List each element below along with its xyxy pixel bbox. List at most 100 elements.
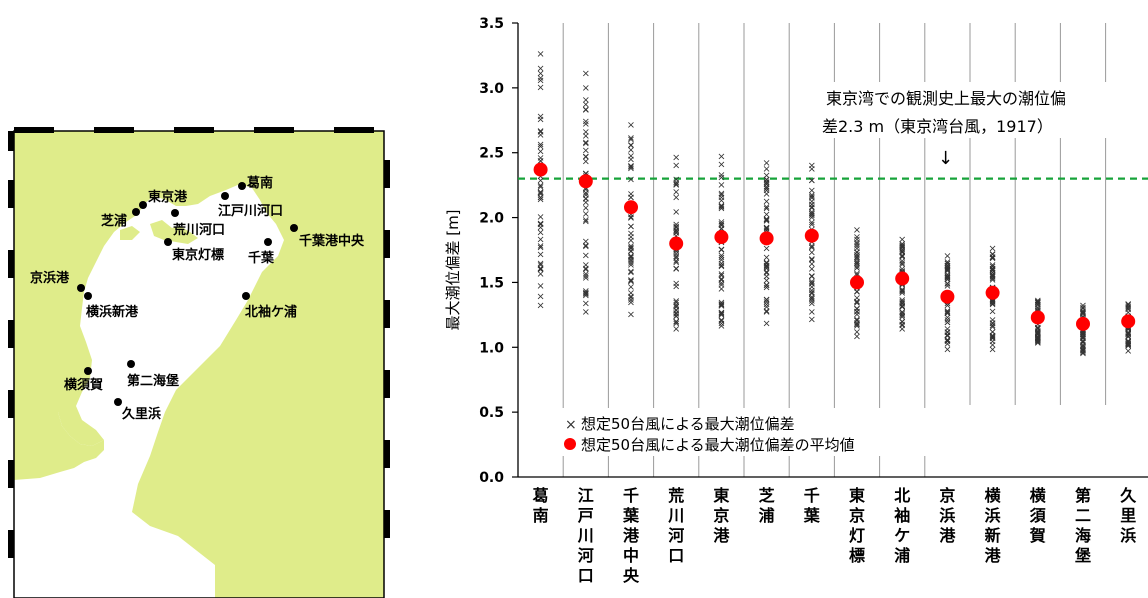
scatter-x-marker: ×: [536, 115, 544, 126]
scatter-x-marker: ×: [1079, 326, 1087, 337]
scatter-x-marker: ×: [762, 182, 770, 193]
scatter-x-marker: ×: [762, 262, 770, 273]
x-tick-label: 横須賀: [1029, 486, 1047, 545]
scatter-x-marker: ×: [762, 183, 770, 194]
scatter-x-marker: ×: [898, 256, 906, 267]
scatter-x-marker: ×: [898, 320, 906, 331]
scatter-x-marker: ×: [1124, 304, 1132, 315]
scatter-x-marker: ×: [1079, 345, 1087, 356]
scatter-x-marker: ×: [627, 145, 635, 156]
scatter-x-marker: ×: [898, 298, 906, 309]
scatter-x-marker: ×: [536, 139, 544, 150]
scatter-x-marker: ×: [1034, 320, 1042, 331]
scatter-x-marker: ×: [627, 295, 635, 306]
scatter-x-marker: ×: [853, 287, 861, 298]
scatter-x-marker: ×: [627, 151, 635, 162]
y-tick-label: 2.0: [479, 211, 504, 227]
scatter-x-marker: ×: [853, 307, 861, 318]
scatter-x-marker: ×: [762, 175, 770, 186]
scatter-x-marker: ×: [536, 126, 544, 137]
scatter-x-marker: ×: [808, 160, 816, 171]
scatter-x-marker: ×: [898, 311, 906, 322]
scatter-x-marker: ×: [762, 295, 770, 306]
scatter-x-marker: ×: [988, 273, 996, 284]
scatter-x-marker: ×: [536, 75, 544, 86]
scatter-x-marker: ×: [672, 278, 680, 289]
scatter-x-marker: ×: [988, 320, 996, 331]
scatter-x-marker: ×: [808, 191, 816, 202]
scatter-x-marker: ×: [717, 245, 725, 256]
map-land-miura: [14, 412, 104, 480]
scatter-x-marker: ×: [627, 282, 635, 293]
scatter-x-marker: ×: [853, 315, 861, 326]
scatter-x-marker: ×: [1034, 323, 1042, 334]
scatter-x-marker: ×: [943, 259, 951, 270]
scatter-x-marker: ×: [898, 301, 906, 312]
scatter-x-marker: ×: [672, 222, 680, 233]
scatter-x-marker: ×: [1034, 295, 1042, 306]
y-axis-title: 最大潮位偏差 [m]: [444, 209, 462, 330]
scatter-x-marker: ×: [988, 330, 996, 341]
scatter-x-marker: ×: [627, 236, 635, 247]
scatter-x-marker: ×: [627, 192, 635, 203]
scatter-x-marker: ×: [717, 310, 725, 321]
scatter-x-marker: ×: [717, 300, 725, 311]
y-axis: 0.0 0.5 1.0 1.5 2.0 2.5 3.0 3.5: [479, 16, 1148, 486]
scatter-x-marker: ×: [898, 251, 906, 262]
x-tick-label: 北袖ケ浦: [894, 486, 910, 565]
scatter-x-marker: ×: [1079, 342, 1087, 353]
scatter-x-marker: ×: [536, 127, 544, 138]
scatter-x-marker: ×: [536, 260, 544, 271]
scatter-x-marker: ×: [762, 261, 770, 272]
mean-marker: [533, 162, 548, 177]
scatter-x-marker: ×: [1124, 324, 1132, 335]
scatter-x-marker: ×: [627, 258, 635, 269]
legend-circle-marker: [564, 438, 576, 450]
scatter-x-marker: ×: [1034, 334, 1042, 345]
scatter-x-marker: ×: [672, 308, 680, 319]
scatter-x-marker: ×: [582, 194, 590, 205]
scatter-x-marker: ×: [582, 307, 590, 318]
scatter-x-marker: ×: [717, 245, 725, 256]
scatter-x-marker: ×: [762, 225, 770, 236]
mean-marker: [1121, 314, 1136, 329]
scatter-x-marker: ×: [1124, 327, 1132, 338]
scatter-x-marker: ×: [898, 284, 906, 295]
scatter-x-marker: ×: [943, 274, 951, 285]
scatter-x-marker: ×: [717, 275, 725, 286]
scatter-x-marker: ×: [1079, 342, 1087, 353]
scatter-x-marker: ×: [808, 264, 816, 275]
scatter-x-marker: ×: [582, 216, 590, 227]
scatter-x-marker: ×: [582, 241, 590, 252]
scatter-x-marker: ×: [808, 279, 816, 290]
scatter-x-marker: ×: [853, 269, 861, 280]
scatter-x-marker: ×: [672, 264, 680, 275]
scatter-x-marker: ×: [898, 301, 906, 312]
scatter-x-marker: ×: [1079, 306, 1087, 317]
scatter-x-marker: ×: [1079, 307, 1087, 318]
scatter-x-marker: ×: [672, 153, 680, 164]
scatter-x-marker: ×: [762, 261, 770, 272]
scatter-x-marker: ×: [627, 212, 635, 223]
scatter-x-marker: ×: [1034, 326, 1042, 337]
scatter-x-marker: ×: [1124, 332, 1132, 343]
scatter-x-marker: ×: [672, 187, 680, 198]
scatter-x-marker: ×: [582, 299, 590, 310]
scatter-x-marker: ×: [627, 276, 635, 287]
scatter-x-marker: ×: [943, 257, 951, 268]
scatter-x-marker: ×: [627, 232, 635, 243]
scatter-x-marker: ×: [582, 83, 590, 94]
mean-marker: [850, 275, 864, 290]
scatter-x-marker: ×: [853, 252, 861, 263]
scatter-x-marker: ×: [988, 327, 996, 338]
scatter-x-marker: ×: [672, 245, 680, 256]
scatter-x-marker: ×: [1079, 329, 1087, 340]
scatter-x-marker: ×: [808, 212, 816, 223]
scatter-x-marker: ×: [943, 271, 951, 282]
scatter-x-marker: ×: [627, 229, 635, 240]
scatter-x-marker: ×: [717, 188, 725, 199]
scatter-x-marker: ×: [1034, 333, 1042, 344]
scatter-x-marker: ×: [1034, 336, 1042, 347]
scatter-x-marker: ×: [536, 259, 544, 270]
station-label-daini-kaiho: 第二海堡: [127, 373, 179, 389]
